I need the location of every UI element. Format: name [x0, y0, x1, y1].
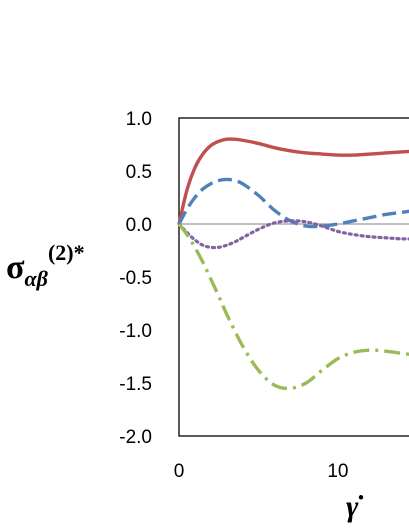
series-line-dotted	[177, 219, 409, 250]
y-tick-label: -1.5	[119, 374, 152, 395]
series-line-dashed	[177, 177, 409, 229]
series-line-dashdot	[177, 222, 409, 391]
plot-frame	[178, 117, 409, 437]
y-tick-label: 0.0	[126, 215, 152, 236]
y-tick-label: -0.5	[119, 268, 152, 289]
y-axis-label: σαβ(2)*	[6, 240, 85, 291]
y-axis-label-sub: αβ	[25, 266, 49, 291]
x-tick-labels: 0 10	[174, 461, 349, 482]
y-tick-label: 1.0	[126, 109, 152, 130]
plot-area	[177, 117, 409, 437]
series-line-solid	[177, 137, 409, 225]
y-tick-label: -1.0	[119, 321, 152, 342]
y-tick-labels: 1.0 0.5 0.0 -0.5 -1.0 -1.5 -2.0	[119, 109, 152, 448]
series-layer	[177, 137, 409, 391]
y-tick-label: 0.5	[126, 162, 152, 183]
y-axis-label-main: σ	[6, 249, 25, 286]
y-axis-label-sup: (2)*	[48, 240, 85, 265]
x-axis-label: γ̇	[346, 490, 363, 523]
y-tick-label: -2.0	[119, 427, 152, 448]
x-tick-label: 0	[174, 461, 185, 482]
x-tick-label: 10	[327, 461, 348, 482]
